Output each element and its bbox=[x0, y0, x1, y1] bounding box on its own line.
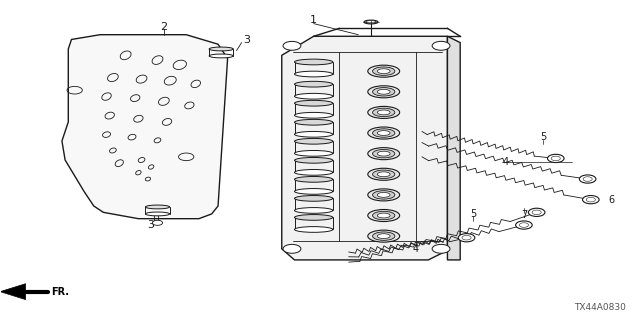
Ellipse shape bbox=[368, 65, 399, 77]
Text: 4: 4 bbox=[413, 244, 419, 254]
Ellipse shape bbox=[378, 213, 390, 218]
Text: 5: 5 bbox=[540, 132, 546, 142]
Text: FR.: FR. bbox=[51, 287, 69, 297]
Ellipse shape bbox=[294, 119, 333, 125]
Text: TX44A0830: TX44A0830 bbox=[574, 303, 626, 312]
Ellipse shape bbox=[294, 215, 333, 220]
Circle shape bbox=[283, 41, 301, 50]
Ellipse shape bbox=[145, 205, 170, 209]
Ellipse shape bbox=[294, 170, 333, 175]
Circle shape bbox=[432, 41, 450, 50]
Ellipse shape bbox=[294, 188, 333, 194]
Ellipse shape bbox=[294, 112, 333, 118]
Ellipse shape bbox=[294, 208, 333, 213]
Ellipse shape bbox=[294, 93, 333, 99]
Ellipse shape bbox=[372, 88, 395, 96]
Ellipse shape bbox=[372, 191, 395, 199]
Ellipse shape bbox=[368, 127, 399, 139]
Ellipse shape bbox=[294, 132, 333, 137]
Ellipse shape bbox=[294, 139, 333, 144]
Ellipse shape bbox=[378, 131, 390, 135]
Ellipse shape bbox=[372, 211, 395, 220]
Polygon shape bbox=[282, 36, 447, 260]
Circle shape bbox=[547, 154, 564, 163]
Ellipse shape bbox=[372, 232, 395, 240]
Ellipse shape bbox=[378, 69, 390, 74]
Ellipse shape bbox=[368, 106, 399, 118]
Text: 4: 4 bbox=[503, 157, 509, 167]
Ellipse shape bbox=[145, 212, 170, 216]
Ellipse shape bbox=[372, 170, 395, 179]
Ellipse shape bbox=[372, 149, 395, 158]
Circle shape bbox=[579, 175, 596, 183]
Ellipse shape bbox=[368, 148, 399, 160]
Ellipse shape bbox=[209, 54, 234, 58]
Text: 6: 6 bbox=[608, 195, 614, 205]
Ellipse shape bbox=[378, 151, 390, 156]
Ellipse shape bbox=[294, 71, 333, 77]
Ellipse shape bbox=[294, 157, 333, 163]
Ellipse shape bbox=[294, 150, 333, 156]
Ellipse shape bbox=[294, 100, 333, 106]
Text: 5: 5 bbox=[470, 209, 476, 219]
Ellipse shape bbox=[378, 89, 390, 94]
Polygon shape bbox=[447, 36, 460, 260]
Ellipse shape bbox=[294, 59, 333, 65]
Ellipse shape bbox=[368, 189, 399, 201]
Circle shape bbox=[432, 244, 450, 253]
Ellipse shape bbox=[378, 193, 390, 197]
Ellipse shape bbox=[366, 20, 376, 23]
Ellipse shape bbox=[368, 86, 399, 98]
Circle shape bbox=[458, 234, 475, 242]
Ellipse shape bbox=[364, 20, 378, 24]
Text: 3: 3 bbox=[243, 35, 250, 45]
Ellipse shape bbox=[372, 67, 395, 76]
Polygon shape bbox=[62, 35, 228, 219]
Circle shape bbox=[582, 196, 599, 204]
Text: 2: 2 bbox=[160, 22, 168, 32]
Polygon shape bbox=[0, 284, 26, 300]
Ellipse shape bbox=[372, 108, 395, 116]
Ellipse shape bbox=[294, 177, 333, 182]
Ellipse shape bbox=[294, 227, 333, 232]
Ellipse shape bbox=[378, 234, 390, 238]
Text: 3: 3 bbox=[148, 220, 155, 230]
Ellipse shape bbox=[294, 81, 333, 87]
Ellipse shape bbox=[368, 230, 399, 242]
Ellipse shape bbox=[209, 47, 234, 51]
Circle shape bbox=[516, 221, 532, 229]
Ellipse shape bbox=[378, 110, 390, 115]
Text: 7: 7 bbox=[521, 210, 527, 220]
Circle shape bbox=[152, 220, 163, 225]
Text: 1: 1 bbox=[310, 15, 317, 25]
Ellipse shape bbox=[368, 168, 399, 180]
Ellipse shape bbox=[378, 172, 390, 177]
Circle shape bbox=[529, 208, 545, 216]
Ellipse shape bbox=[368, 210, 399, 221]
Ellipse shape bbox=[372, 129, 395, 137]
Circle shape bbox=[283, 244, 301, 253]
Ellipse shape bbox=[294, 196, 333, 201]
